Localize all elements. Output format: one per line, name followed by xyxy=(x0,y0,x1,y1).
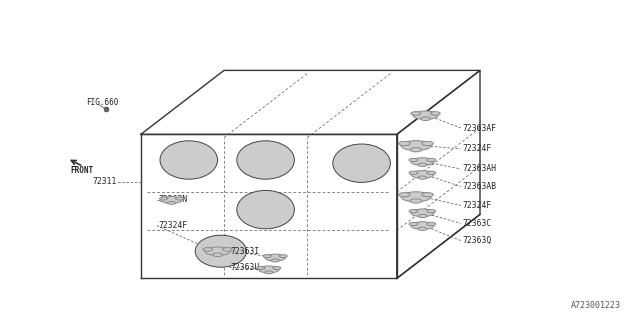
Text: FIG.660: FIG.660 xyxy=(86,98,119,107)
Text: 72363C: 72363C xyxy=(462,219,492,228)
Text: 72324F: 72324F xyxy=(462,144,492,153)
Ellipse shape xyxy=(223,248,232,251)
Text: 72363Q: 72363Q xyxy=(462,236,492,245)
Ellipse shape xyxy=(175,197,184,200)
Ellipse shape xyxy=(411,158,434,165)
Ellipse shape xyxy=(411,209,434,217)
Ellipse shape xyxy=(257,267,265,269)
Ellipse shape xyxy=(195,235,246,267)
Ellipse shape xyxy=(265,271,273,274)
Ellipse shape xyxy=(212,253,223,257)
Ellipse shape xyxy=(418,214,427,218)
Ellipse shape xyxy=(273,267,281,269)
Ellipse shape xyxy=(409,222,418,226)
Text: A723001223: A723001223 xyxy=(571,301,621,310)
Ellipse shape xyxy=(409,171,418,174)
Text: 72324F: 72324F xyxy=(462,201,492,210)
Ellipse shape xyxy=(409,210,418,213)
Text: 72363N: 72363N xyxy=(159,195,188,204)
Ellipse shape xyxy=(427,210,436,213)
Ellipse shape xyxy=(271,259,279,262)
Ellipse shape xyxy=(427,171,436,174)
Text: 72363U: 72363U xyxy=(230,263,260,272)
Ellipse shape xyxy=(279,255,287,258)
Ellipse shape xyxy=(401,140,431,151)
Text: 72363AB: 72363AB xyxy=(462,182,496,191)
Ellipse shape xyxy=(422,193,433,197)
Ellipse shape xyxy=(411,171,434,178)
Ellipse shape xyxy=(205,247,230,255)
Ellipse shape xyxy=(411,222,434,229)
Ellipse shape xyxy=(409,158,418,162)
Ellipse shape xyxy=(411,112,420,115)
Ellipse shape xyxy=(333,144,390,182)
Ellipse shape xyxy=(401,192,431,202)
Ellipse shape xyxy=(427,222,436,226)
Ellipse shape xyxy=(168,202,175,204)
Ellipse shape xyxy=(237,190,294,229)
Ellipse shape xyxy=(160,141,218,179)
Ellipse shape xyxy=(420,117,431,121)
Text: 72363AF: 72363AF xyxy=(462,124,496,132)
Ellipse shape xyxy=(413,111,438,119)
Ellipse shape xyxy=(410,148,422,152)
Ellipse shape xyxy=(159,197,168,200)
Text: 72363I: 72363I xyxy=(230,247,260,256)
Text: 72363AH: 72363AH xyxy=(462,164,496,173)
Ellipse shape xyxy=(399,141,410,146)
Ellipse shape xyxy=(263,255,271,258)
Ellipse shape xyxy=(418,227,427,230)
Text: 72311: 72311 xyxy=(93,177,117,186)
Text: FRONT: FRONT xyxy=(70,166,93,175)
Text: 72324F: 72324F xyxy=(159,221,188,230)
Ellipse shape xyxy=(399,193,410,197)
Ellipse shape xyxy=(422,141,433,146)
Ellipse shape xyxy=(427,158,436,162)
Ellipse shape xyxy=(418,163,427,166)
Ellipse shape xyxy=(259,266,279,273)
Ellipse shape xyxy=(265,254,285,261)
Ellipse shape xyxy=(203,248,212,251)
Ellipse shape xyxy=(431,112,440,115)
Ellipse shape xyxy=(161,196,182,204)
Ellipse shape xyxy=(418,176,427,179)
Ellipse shape xyxy=(410,199,422,203)
Ellipse shape xyxy=(237,141,294,179)
